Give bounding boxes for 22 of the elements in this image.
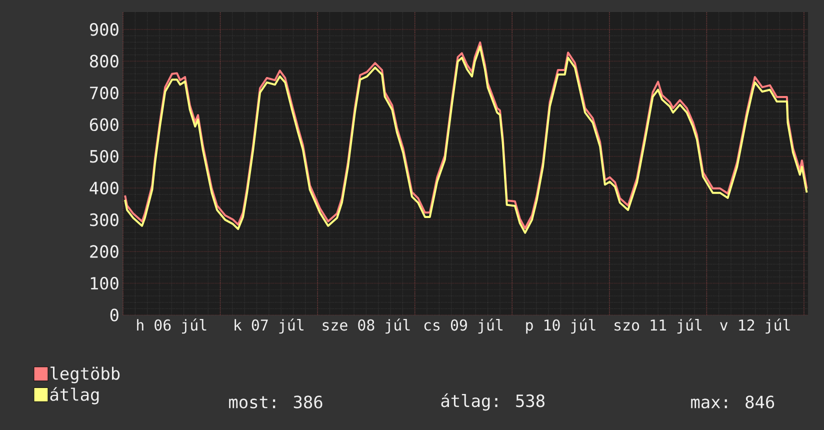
y-tick-label: 900 [90,23,118,36]
y-tick-label: 700 [90,86,118,100]
text: max: 846 [691,396,774,408]
text: átlag: 538 [441,393,544,411]
y-tick-label: 300 [90,213,118,226]
x-tick-label: k 07 júl [234,318,304,334]
text: most: 386 [229,396,322,408]
y-tick-label: 600 [90,118,118,132]
y-tick-label: 0 [110,308,118,322]
legend-label: átlag [50,387,99,404]
x-tick-label: v 12 júl [720,318,790,334]
x-tick-label: h 06 júl [137,318,206,334]
y-tick-label: 400 [90,182,118,194]
legend-label: legtöbb [50,366,120,384]
x-tick-label: cs 09 júl [424,318,503,334]
x-tick-label: sze 08 júl [322,318,410,334]
x-tick-label: szo 11 júl [614,318,702,334]
y-tick-label: 100 [90,276,118,290]
y-tick-label: 500 [90,150,118,163]
y-tick-label: 800 [90,54,118,68]
y-tick-label: 200 [90,245,118,258]
x-tick-label: p 10 júl [526,318,596,334]
